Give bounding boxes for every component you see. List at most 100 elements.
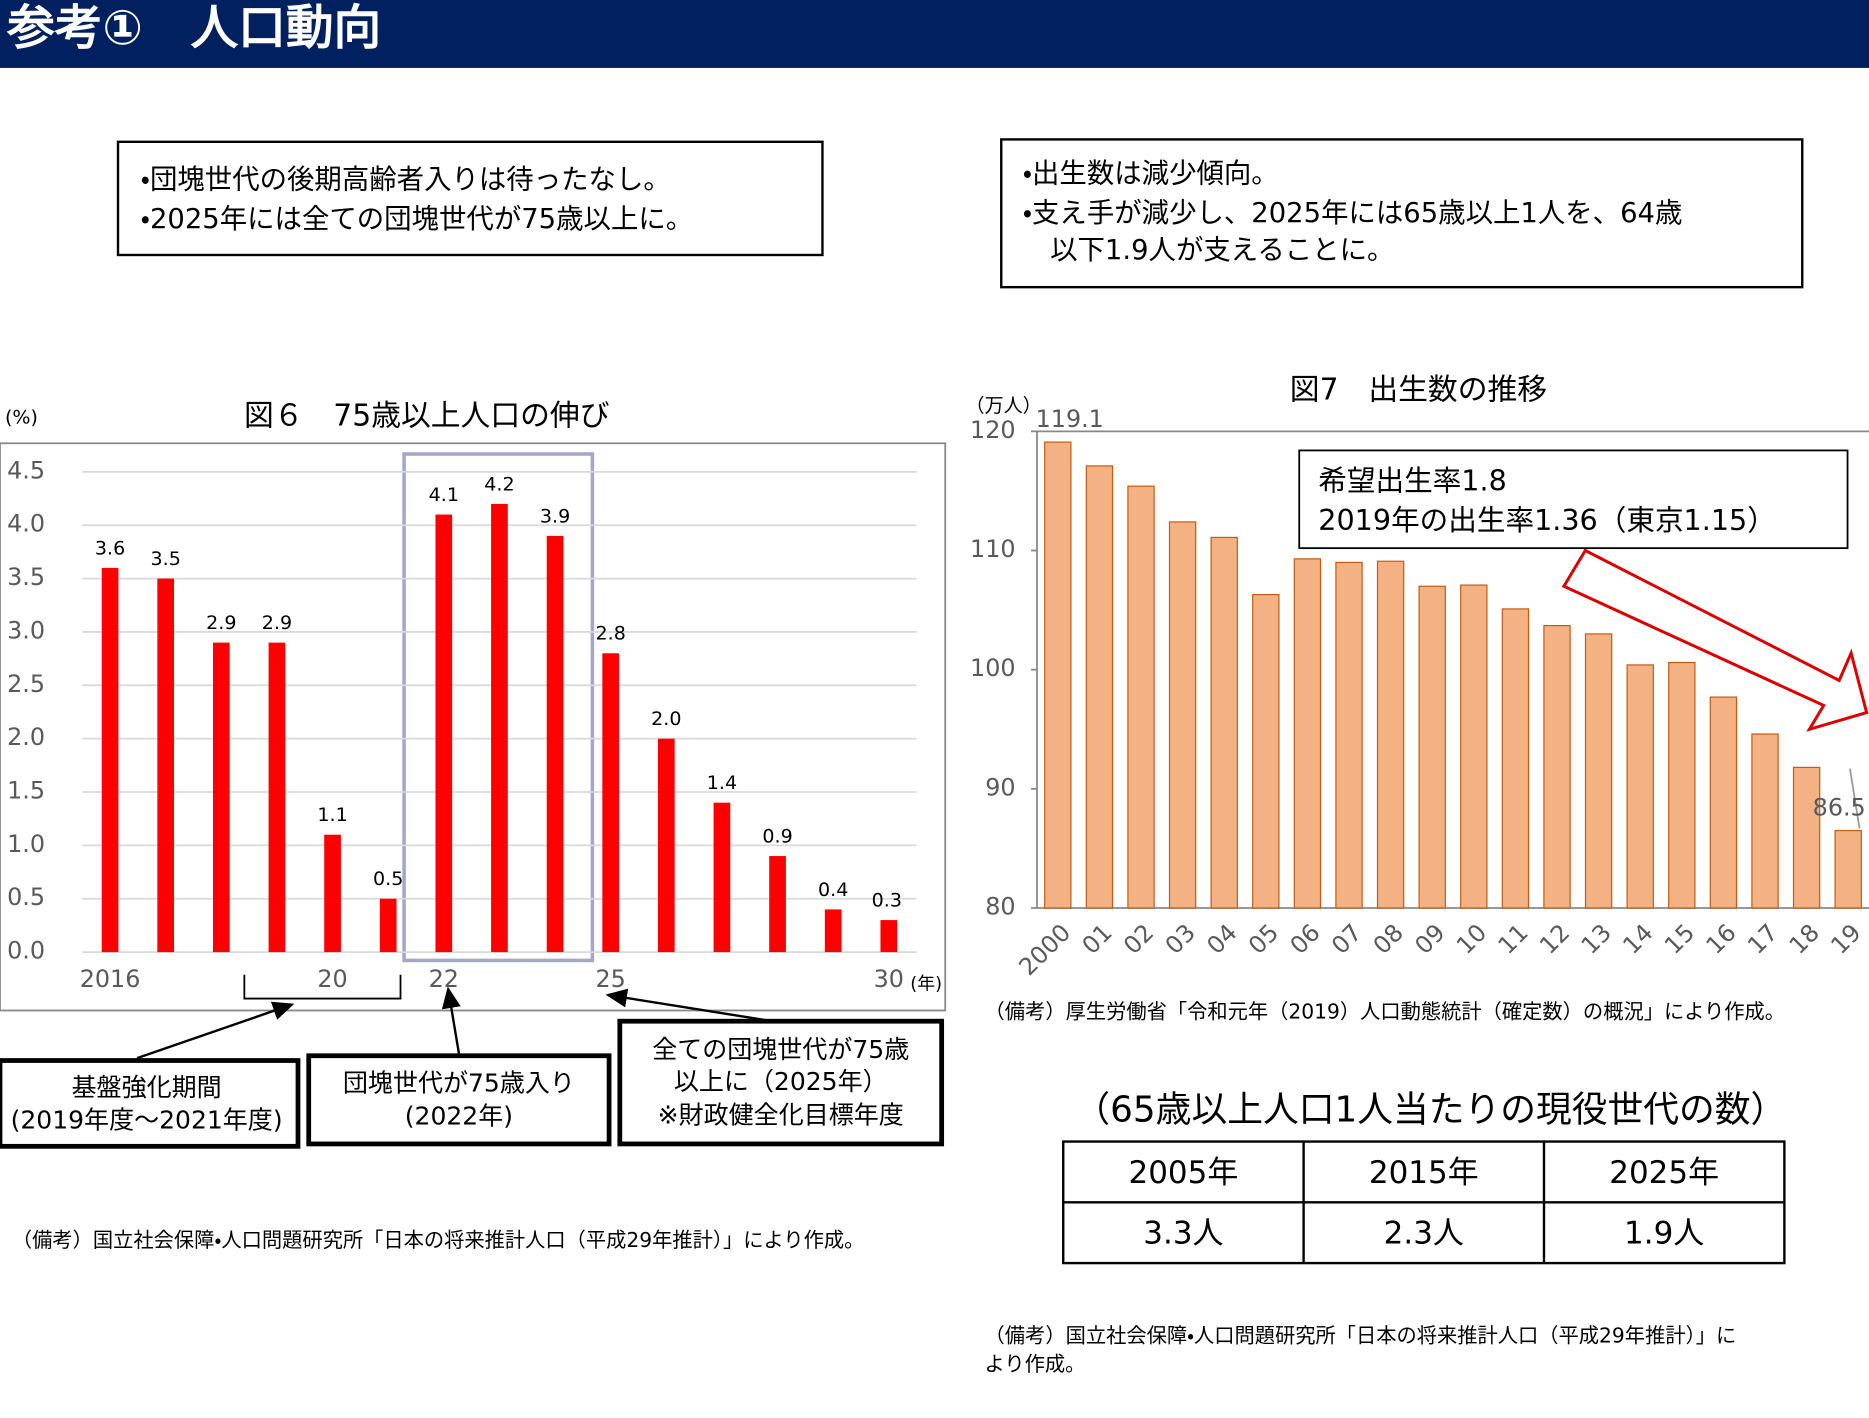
value-label: 0.5 xyxy=(373,868,403,890)
x-tick-label: 11 xyxy=(1493,918,1534,959)
note-line: ・2025年には全ての団塊世代が75歳以上に。 xyxy=(141,204,694,235)
x-tick-label: 04 xyxy=(1201,918,1242,959)
annotation-text: ※財政健全化目標年度 xyxy=(658,1101,904,1130)
x-tick-label: 07 xyxy=(1326,918,1367,959)
charts: 図６ 75歳以上人口の伸び (%) (年) 0.0 0.5 1.0 1.5 2.0 2.5 3.0… xyxy=(0,372,1867,1252)
header-bar xyxy=(0,0,1869,68)
bar xyxy=(491,503,508,953)
table-header-cell: 2005年 xyxy=(1129,1155,1239,1191)
table-title: （65歳以上人口1人当たりの現役世代の数） xyxy=(1074,1090,1786,1131)
annotation-box xyxy=(617,1018,945,1147)
bar xyxy=(435,514,453,953)
annotation-text: 以上に（2025年） xyxy=(674,1067,888,1096)
bar xyxy=(1335,561,1363,909)
source-note: より作成。 xyxy=(985,1352,1086,1376)
bar xyxy=(1626,664,1654,909)
x-tick-label: 2000 xyxy=(1013,918,1076,981)
annotation-text: (2022年) xyxy=(405,1102,513,1131)
highlight-box xyxy=(402,452,595,963)
y-tick-label: 4.5 xyxy=(7,456,45,484)
chart: 図６ 75歳以上人口の伸び (%) (年) 0.0 0.5 1.0 1.5 2.0 2.5 3.0… xyxy=(0,399,945,1252)
annotation-text: 希望出生率1.8 xyxy=(1318,464,1506,498)
bar xyxy=(157,578,175,953)
y-axis-label: （万人） xyxy=(966,395,1042,417)
value-label: 3.9 xyxy=(540,505,570,527)
y-tick-label: 3.5 xyxy=(7,563,45,591)
leader-line xyxy=(1849,768,1861,829)
note-line: ・団塊世代の後期高齢者入りは待ったなし。 xyxy=(141,165,671,196)
x-tick-label: 03 xyxy=(1160,918,1201,959)
bar xyxy=(1168,521,1197,909)
y-tick-label: 1.0 xyxy=(7,830,45,858)
value-label: 119.1 xyxy=(1036,405,1104,433)
bar xyxy=(1460,584,1488,909)
x-tick-label: 12 xyxy=(1534,918,1575,959)
x-tick-label: 09 xyxy=(1409,918,1450,959)
annotation-text: 全ての団塊世代が75歳 xyxy=(652,1035,909,1064)
x-tick-label: 25 xyxy=(596,965,626,993)
bar xyxy=(1293,558,1322,909)
x-tick-label: 06 xyxy=(1285,918,1326,959)
bar xyxy=(1709,696,1738,909)
bar xyxy=(212,642,230,953)
bar xyxy=(1668,661,1696,909)
x-tick-label: 08 xyxy=(1368,918,1409,959)
note-box xyxy=(1000,138,1804,289)
x-tick-label: 20 xyxy=(317,965,347,993)
bar xyxy=(1501,608,1530,909)
value-label: 0.3 xyxy=(872,890,902,912)
bar xyxy=(1834,829,1862,909)
y-axis-label: (%) xyxy=(5,407,38,429)
source-note: （備考）厚生労働省「令和元年（2019）人口動態統計（確定数）の概況」により作成… xyxy=(985,999,1786,1023)
y-tick-label: 0.5 xyxy=(7,883,45,911)
plot-frame xyxy=(0,442,947,1012)
y-tick-label: 80 xyxy=(985,892,1015,920)
bar xyxy=(546,535,564,953)
value-label: 3.5 xyxy=(151,548,181,570)
y-tick-label: 3.0 xyxy=(7,616,45,644)
note-line: ・支え手が減少し、2025年には65歳以上1人を、64歳 xyxy=(1023,198,1683,229)
table-cell: 2.3人 xyxy=(1384,1216,1464,1252)
annotation-box xyxy=(1298,449,1849,550)
bar xyxy=(1792,766,1821,909)
source-note: （備考）国立社会保障・人口問題研究所「日本の将来推計人口（平成29年推計）」に xyxy=(985,1323,1737,1347)
annotation-box xyxy=(306,1053,612,1147)
y-tick-label: 0.0 xyxy=(7,937,45,965)
x-tick-label: 02 xyxy=(1118,918,1159,959)
bar xyxy=(880,920,898,953)
x-tick-label: 13 xyxy=(1576,918,1617,959)
bar xyxy=(379,898,397,953)
note-line: 以下1.9人が支えることに。 xyxy=(1023,235,1395,266)
y-tick-label: 1.5 xyxy=(7,777,45,805)
bracket xyxy=(243,974,402,1000)
bar xyxy=(1210,536,1238,909)
table: （65歳以上人口1人当たりの現役世代の数） 2005年 2015年 2025年 3.3人… xyxy=(985,1090,1787,1376)
x-tick-label: 19 xyxy=(1825,918,1866,959)
bar xyxy=(713,802,731,953)
page-title: 参考① 人口動向 xyxy=(6,1,381,56)
value-label: 86.5 xyxy=(1813,794,1866,822)
table-cell: 1.9人 xyxy=(1624,1216,1704,1252)
bar xyxy=(1751,733,1779,909)
bar xyxy=(602,653,620,953)
y-tick-label: 120 xyxy=(970,416,1015,444)
value-label: 3.6 xyxy=(95,537,125,559)
bar xyxy=(1127,485,1155,909)
bar xyxy=(268,642,286,953)
y-tick-label: 90 xyxy=(985,773,1015,801)
source-note: （備考）国立社会保障・人口問題研究所「日本の将来推計人口（平成29年推計）」によ… xyxy=(12,1228,865,1252)
value-label: 2.9 xyxy=(262,612,292,634)
table-cell: 3.3人 xyxy=(1143,1216,1223,1252)
bar xyxy=(1543,624,1571,909)
bar xyxy=(324,834,341,953)
y-tick-label: 110 xyxy=(970,535,1015,563)
annotation-text: 団塊世代が75歳入り xyxy=(343,1068,575,1097)
bar xyxy=(101,567,119,953)
x-tick-label: 17 xyxy=(1742,918,1783,959)
value-label: 2.9 xyxy=(206,612,236,634)
value-label: 4.2 xyxy=(484,473,514,495)
annotation-box xyxy=(0,1058,301,1149)
